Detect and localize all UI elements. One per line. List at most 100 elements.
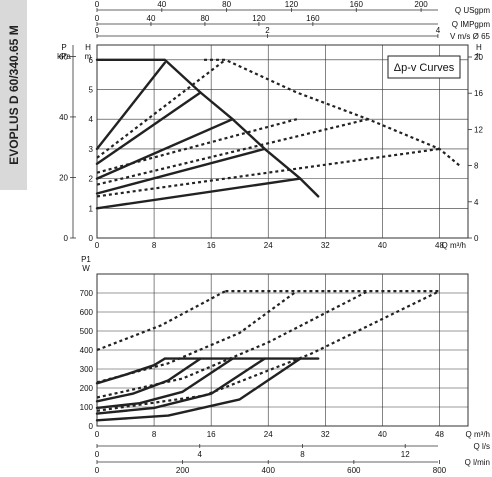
power-x-unit: Q m³/h (466, 430, 490, 439)
bottom-axis-tick-label: 800 (433, 466, 447, 475)
head-m-tick-label: 5 (89, 86, 94, 95)
top-axis-title: V m/s Ø 65 (450, 32, 491, 41)
head-x-unit: Q m³/h (442, 241, 466, 250)
top-axis-tick-label: 0 (95, 14, 100, 23)
head-m-tick-label: 1 (89, 204, 94, 213)
head-curve-solid (95, 58, 320, 198)
power-axis-unit: W (82, 264, 90, 273)
tick-labels: 0 8 16 24 32 40 4801234560204060PkPaHm04812162… (57, 0, 491, 475)
ft-tick-label: 0 (474, 234, 479, 243)
head-curve-solid (95, 91, 202, 166)
ft-tick-label: 8 (474, 162, 479, 171)
head-x-tick-label: 48 (435, 241, 444, 250)
ft-axis-title: H (476, 43, 482, 52)
legend: Δp-v Curves (387, 55, 461, 79)
ft-tick-label: 12 (474, 125, 483, 134)
power-y-tick-label: 0 (89, 422, 94, 431)
power-y-tick-label: 400 (80, 346, 94, 355)
top-axis-tick-label: 120 (285, 0, 299, 9)
bottom-axis-tick-label: 0 (95, 466, 100, 475)
ft-tick-label: 16 (474, 89, 483, 98)
head-curve-solid (95, 177, 302, 210)
power-y-tick-label: 600 (80, 308, 94, 317)
head-m-tick-label: 0 (89, 234, 94, 243)
power-curve-solid (95, 357, 266, 415)
power-curve-dotted (96, 290, 298, 384)
top-axis-title: Q USgpm (455, 6, 490, 15)
head-curve-dotted (96, 58, 227, 159)
power-x-tick-label: 24 (264, 430, 273, 439)
power-x-tick-label: 48 (435, 430, 444, 439)
kpa-axis-title: P (61, 43, 66, 52)
power-x-tick-label: 16 (207, 430, 216, 439)
top-axis-tick-label: 40 (147, 14, 156, 23)
ft-axis-unit: ft (476, 52, 481, 61)
head-m-tick-label: 6 (89, 56, 94, 65)
top-axis-tick-label: 80 (222, 0, 231, 9)
top-axis-tick-label: 2 (265, 26, 270, 35)
power-axis-title: P1 (81, 255, 91, 264)
top-axis-tick-label: 0 (95, 0, 100, 9)
power-curve-solid (95, 357, 302, 422)
bottom-axis-tick-label: 0 (95, 450, 100, 459)
head-x-tick-label: 16 (207, 241, 216, 250)
power-curve-solid (95, 357, 202, 403)
power-y-tick-label: 200 (80, 384, 94, 393)
model-label-band: EVOPLUS D 60/340.65 M (0, 0, 27, 190)
legend-box (387, 55, 461, 79)
ft-tick-label: 4 (474, 198, 479, 207)
head-curve-dotted (96, 147, 440, 198)
head-x-tick-label: 32 (321, 241, 330, 250)
top-axis-tick-label: 80 (200, 14, 209, 23)
head-x-tick-label: 24 (264, 241, 273, 250)
top-axis-tick-label: 40 (157, 0, 166, 9)
head-m-tick-label: 3 (89, 145, 94, 154)
power-y-tick-label: 500 (80, 327, 94, 336)
head-x-tick-label: 0 (95, 241, 100, 250)
bottom-axis-tick-label: 12 (401, 450, 410, 459)
head-m-axis-title: H (85, 43, 91, 52)
power-x-tick-label: 32 (321, 430, 330, 439)
bottom-axis-tick-label: 200 (176, 466, 190, 475)
top-axis-tick-label: 160 (350, 0, 364, 9)
head-curve-solid (95, 117, 234, 180)
head-m-axis-unit: m (85, 52, 92, 61)
top-axis-tick-label: 120 (252, 14, 266, 23)
kpa-axis-unit: kPa (57, 52, 71, 61)
head-m-tick-label: 2 (89, 175, 94, 184)
curves (95, 58, 462, 422)
top-axis-tick-label: 200 (414, 0, 428, 9)
head-curve-dotted (96, 118, 369, 186)
kpa-tick-label: 20 (59, 173, 68, 182)
bottom-axis-tick-label: 4 (198, 450, 203, 459)
power-curve-dotted (96, 290, 440, 412)
power-grid (96, 273, 469, 427)
head-x-tick-label: 8 (152, 241, 157, 250)
bottom-axis-tick-label: 600 (347, 466, 361, 475)
head-curve-dotted (96, 118, 298, 174)
bottom-axis-title: Q l/s (474, 442, 490, 451)
head-x-tick-label: 40 (378, 241, 387, 250)
power-y-tick-label: 100 (80, 403, 94, 412)
bottom-axis-title: Q l/min (465, 458, 490, 467)
power-x-tick-label: 8 (152, 430, 157, 439)
head-curve-dotted (204, 58, 462, 168)
head-curve-solid (95, 61, 167, 151)
bottom-axis-tick-label: 400 (262, 466, 276, 475)
ft-tick-label: 20 (474, 53, 483, 62)
kpa-tick-label: 60 (59, 52, 68, 61)
power-curve-dotted (96, 290, 369, 399)
power-x-tick-label: 0 (95, 430, 100, 439)
power-x-tick-label: 40 (378, 430, 387, 439)
legend-text: Δp-v Curves (394, 62, 455, 74)
top-axis-tick-label: 0 (95, 26, 100, 35)
power-y-tick-label: 700 (80, 289, 94, 298)
head-m-tick-label: 4 (89, 115, 94, 124)
top-axis-title: Q IMPgpm (452, 20, 491, 29)
top-axis-tick-label: 4 (436, 26, 441, 35)
bottom-axis-tick-label: 8 (300, 450, 305, 459)
kpa-tick-label: 40 (59, 113, 68, 122)
power-curve-solid (95, 357, 234, 410)
kpa-tick-label: 0 (64, 234, 69, 243)
